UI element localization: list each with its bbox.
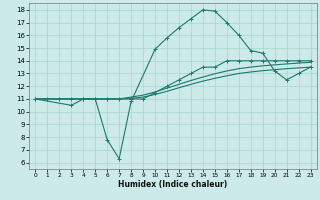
X-axis label: Humidex (Indice chaleur): Humidex (Indice chaleur) — [118, 180, 228, 189]
